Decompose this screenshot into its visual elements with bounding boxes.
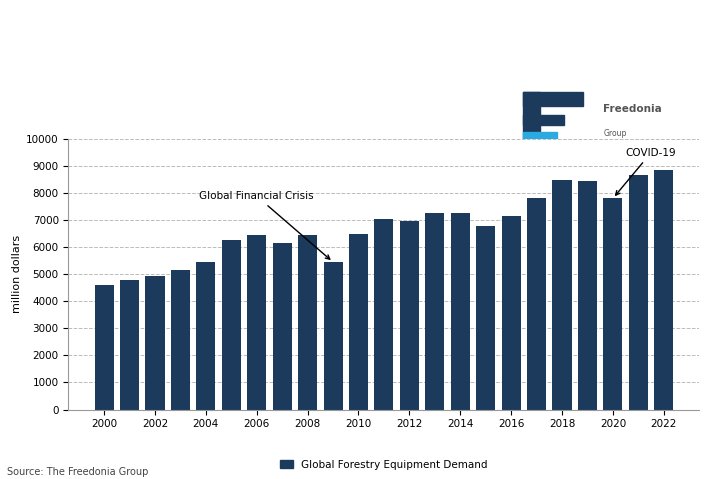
Bar [527,198,546,410]
Bar [425,213,444,410]
Bar [451,213,470,410]
Y-axis label: million dollars: million dollars [12,235,22,313]
Bar [324,262,342,410]
Text: Group: Group [603,129,627,138]
Text: COVID-19: COVID-19 [616,148,676,195]
Bar [120,280,139,410]
Bar [523,132,557,148]
Bar [222,240,241,410]
Bar [523,115,564,125]
Bar [400,221,419,410]
Bar [349,234,368,410]
Bar [523,92,540,148]
Bar [629,175,648,410]
Bar [196,262,216,410]
Text: Source: The Freedonia Group: Source: The Freedonia Group [7,467,149,477]
Text: Figure 3-2.
Global Forestry Equipment Demand,
2000 – 2022
(million dollars): Figure 3-2. Global Forestry Equipment De… [11,7,213,59]
Bar [374,219,394,410]
Bar [603,198,622,410]
Bar [273,243,292,410]
Bar [502,216,521,410]
Bar [94,285,114,410]
Text: Global Financial Crisis: Global Financial Crisis [200,191,329,259]
Bar [146,275,164,410]
Bar [476,226,495,410]
Bar [654,170,673,410]
Bar [578,181,597,410]
Bar [298,235,317,410]
Text: Freedonia: Freedonia [603,103,662,114]
Legend: Global Forestry Equipment Demand: Global Forestry Equipment Demand [276,456,492,474]
Bar [247,235,266,410]
Bar [552,180,572,410]
Bar [523,92,583,106]
Bar [171,270,190,410]
